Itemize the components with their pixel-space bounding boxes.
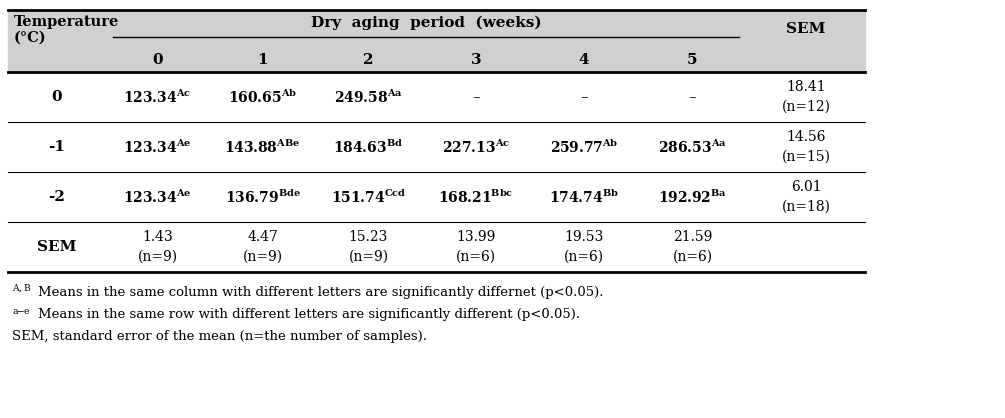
Text: 3: 3 bbox=[470, 53, 481, 67]
Text: Dry  aging  period  (weeks): Dry aging period (weeks) bbox=[311, 16, 542, 30]
Text: 123.34$^{\mathregular{Ac}}$: 123.34$^{\mathregular{Ac}}$ bbox=[124, 88, 192, 106]
Text: Means in the same column with different letters are significantly differnet (p<0: Means in the same column with different … bbox=[38, 286, 603, 299]
Text: 123.34$^{\mathregular{Ae}}$: 123.34$^{\mathregular{Ae}}$ bbox=[124, 189, 192, 206]
Text: Means in the same row with different letters are significantly different (p<0.05: Means in the same row with different let… bbox=[38, 308, 580, 321]
Text: 4.47
(n=9): 4.47 (n=9) bbox=[242, 230, 282, 264]
Text: -1: -1 bbox=[48, 140, 65, 154]
Text: Temperature: Temperature bbox=[14, 15, 120, 29]
Text: 21.59
(n=6): 21.59 (n=6) bbox=[672, 230, 713, 264]
Text: 136.79$^{\mathregular{Bde}}$: 136.79$^{\mathregular{Bde}}$ bbox=[224, 189, 300, 206]
Text: 0: 0 bbox=[51, 90, 62, 104]
Text: $^{\mathregular{A,B}}$: $^{\mathregular{A,B}}$ bbox=[12, 286, 32, 299]
Text: 0: 0 bbox=[152, 53, 163, 67]
Text: SEM, standard error of the mean (n=the number of samples).: SEM, standard error of the mean (n=the n… bbox=[12, 330, 427, 343]
Text: 4: 4 bbox=[579, 53, 589, 67]
Text: 5: 5 bbox=[687, 53, 697, 67]
Text: 174.74$^{\mathregular{Bb}}$: 174.74$^{\mathregular{Bb}}$ bbox=[549, 189, 619, 206]
Text: 259.77$^{\mathregular{Ab}}$: 259.77$^{\mathregular{Ab}}$ bbox=[550, 138, 618, 155]
Text: 6.01
(n=18): 6.01 (n=18) bbox=[782, 180, 830, 214]
Text: 2: 2 bbox=[363, 53, 374, 67]
Text: 19.53
(n=6): 19.53 (n=6) bbox=[564, 230, 604, 264]
Text: 227.13$^{\mathregular{Ac}}$: 227.13$^{\mathregular{Ac}}$ bbox=[442, 138, 511, 155]
Text: SEM: SEM bbox=[786, 22, 826, 36]
Text: 168.21$^{\mathregular{Bbc}}$: 168.21$^{\mathregular{Bbc}}$ bbox=[438, 189, 514, 206]
Text: –: – bbox=[580, 90, 588, 104]
Text: $^{\mathregular{a\!\!-\!\!e}}$: $^{\mathregular{a\!\!-\!\!e}}$ bbox=[12, 308, 30, 321]
Text: 151.74$^{\mathregular{Ccd}}$: 151.74$^{\mathregular{Ccd}}$ bbox=[331, 189, 406, 206]
Text: 1: 1 bbox=[257, 53, 267, 67]
Text: 1.43
(n=9): 1.43 (n=9) bbox=[138, 230, 178, 264]
Text: 192.92$^{\mathregular{Ba}}$: 192.92$^{\mathregular{Ba}}$ bbox=[658, 189, 727, 206]
Text: 15.23
(n=9): 15.23 (n=9) bbox=[349, 230, 389, 264]
Text: SEM: SEM bbox=[37, 240, 76, 254]
Text: –: – bbox=[688, 90, 696, 104]
Text: 14.56
(n=15): 14.56 (n=15) bbox=[782, 130, 830, 164]
Text: 249.58$^{\mathregular{Aa}}$: 249.58$^{\mathregular{Aa}}$ bbox=[334, 88, 403, 106]
Text: (°C): (°C) bbox=[14, 31, 46, 45]
Text: 18.41
(n=12): 18.41 (n=12) bbox=[782, 80, 830, 114]
Text: 143.88$^{\mathregular{ABe}}$: 143.88$^{\mathregular{ABe}}$ bbox=[224, 138, 300, 155]
Text: 286.53$^{\mathregular{Aa}}$: 286.53$^{\mathregular{Aa}}$ bbox=[658, 138, 727, 155]
Bar bbox=[8, 10, 865, 72]
Text: 13.99
(n=6): 13.99 (n=6) bbox=[456, 230, 496, 264]
Text: -2: -2 bbox=[48, 190, 65, 204]
Text: 160.65$^{\mathregular{Ab}}$: 160.65$^{\mathregular{Ab}}$ bbox=[228, 88, 297, 106]
Text: –: – bbox=[472, 90, 479, 104]
Text: 123.34$^{\mathregular{Ae}}$: 123.34$^{\mathregular{Ae}}$ bbox=[124, 138, 192, 155]
Text: 184.63$^{\mathregular{Bd}}$: 184.63$^{\mathregular{Bd}}$ bbox=[334, 138, 404, 155]
